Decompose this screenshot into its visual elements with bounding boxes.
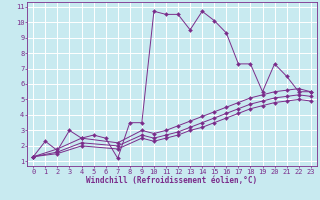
X-axis label: Windchill (Refroidissement éolien,°C): Windchill (Refroidissement éolien,°C) (86, 176, 258, 185)
